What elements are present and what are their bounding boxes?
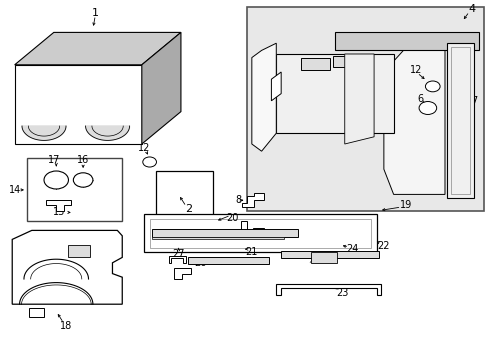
Text: 16: 16: [77, 155, 89, 165]
Circle shape: [142, 157, 156, 167]
Bar: [151, 229, 298, 237]
Text: 25: 25: [225, 220, 238, 230]
Bar: [447, 43, 473, 198]
Polygon shape: [142, 32, 181, 144]
Polygon shape: [15, 65, 142, 144]
Bar: [27, 158, 122, 221]
Text: 12: 12: [138, 143, 150, 153]
Text: 20: 20: [225, 213, 238, 223]
Text: 6: 6: [417, 94, 423, 104]
Text: 9: 9: [339, 87, 345, 97]
Text: 7: 7: [470, 96, 476, 106]
Text: 2: 2: [184, 204, 191, 214]
Text: 24: 24: [345, 244, 358, 254]
Bar: [150, 219, 370, 248]
Bar: [334, 32, 478, 50]
Text: 21: 21: [245, 247, 258, 257]
Bar: [276, 54, 393, 133]
Bar: [300, 58, 329, 70]
Polygon shape: [251, 43, 276, 151]
Polygon shape: [46, 200, 71, 211]
Bar: [144, 214, 376, 252]
Bar: [281, 251, 378, 258]
Text: 5: 5: [261, 72, 266, 82]
Polygon shape: [276, 284, 381, 295]
Text: 10: 10: [296, 62, 309, 72]
Polygon shape: [173, 268, 190, 279]
Text: 1: 1: [92, 8, 99, 18]
Polygon shape: [22, 126, 66, 140]
Bar: [450, 47, 469, 194]
Circle shape: [418, 102, 436, 114]
Bar: [151, 237, 283, 239]
Polygon shape: [242, 193, 264, 207]
Text: 26: 26: [194, 258, 206, 268]
Bar: [310, 252, 337, 263]
Polygon shape: [344, 54, 373, 144]
Polygon shape: [12, 230, 122, 304]
Polygon shape: [15, 32, 181, 65]
Text: 23: 23: [335, 288, 348, 298]
Text: 17: 17: [47, 155, 60, 165]
Circle shape: [44, 171, 68, 189]
Polygon shape: [271, 72, 281, 101]
Bar: [68, 245, 90, 257]
Text: 19: 19: [399, 200, 411, 210]
Circle shape: [73, 173, 93, 187]
Polygon shape: [240, 221, 253, 236]
Bar: [188, 257, 268, 264]
Text: 13: 13: [260, 220, 272, 230]
Polygon shape: [29, 308, 44, 317]
Polygon shape: [168, 256, 185, 263]
Bar: [332, 56, 344, 67]
Text: 14: 14: [8, 185, 21, 195]
Polygon shape: [383, 43, 444, 194]
Text: 27: 27: [172, 249, 184, 259]
Text: 4: 4: [468, 4, 474, 14]
Text: 18: 18: [60, 321, 72, 331]
Text: 11: 11: [330, 54, 343, 64]
Bar: [156, 171, 212, 220]
Circle shape: [425, 81, 439, 92]
Text: 22: 22: [377, 240, 389, 251]
Polygon shape: [253, 228, 264, 233]
Text: 3: 3: [409, 177, 416, 187]
Polygon shape: [85, 126, 129, 140]
Text: 12: 12: [408, 65, 421, 75]
Text: 8: 8: [235, 195, 241, 205]
Text: 15: 15: [52, 207, 65, 217]
Bar: [246, 7, 483, 211]
